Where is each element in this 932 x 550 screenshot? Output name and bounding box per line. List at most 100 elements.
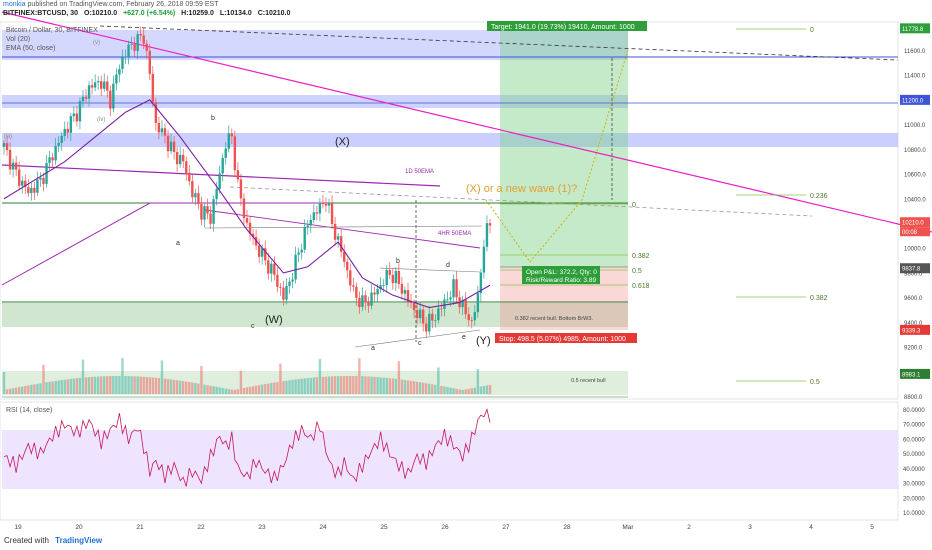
volume-bar <box>30 384 33 394</box>
volume-bar <box>276 382 279 394</box>
pnl-badge: Open P&L: 372.2, Qty: 0 Risk/Reward Rati… <box>522 266 600 284</box>
volume-bar <box>324 376 328 394</box>
volume-bar <box>185 381 188 394</box>
candle-body <box>14 162 18 170</box>
ema-series <box>3 99 491 309</box>
candle-body <box>2 143 6 147</box>
candle-body <box>115 74 118 84</box>
volume-bar <box>242 387 246 394</box>
candle-body <box>194 193 197 198</box>
price-tags: 11778.8 11200.0 10210.0 9837.8 9339.3 8983.1 0… <box>900 23 930 379</box>
candle-body <box>30 187 33 194</box>
candle-body <box>242 198 246 219</box>
half-bull-note: 0.5 recent bull <box>571 378 606 384</box>
candle-body <box>218 173 221 189</box>
candle-body <box>431 313 434 321</box>
publisher-name[interactable]: monkia <box>3 1 26 8</box>
candle-body <box>27 187 30 194</box>
volume-bar <box>17 387 21 394</box>
volume-bar <box>130 376 133 394</box>
wave-iii: (iii) <box>4 134 12 140</box>
volume-bar <box>148 377 151 394</box>
pnl-line2: Risk/Reward Ratio: 3.89 <box>526 277 596 284</box>
blue-zone-x <box>2 133 898 147</box>
volume-bar <box>409 380 413 394</box>
candle-body <box>84 96 88 99</box>
projection-path <box>485 49 629 263</box>
volume-bar <box>339 376 343 394</box>
rsi-line <box>3 408 491 487</box>
candle-body <box>470 320 473 321</box>
volume-bar <box>2 372 6 394</box>
wave-c2: c <box>418 340 422 347</box>
candle-body <box>124 56 127 58</box>
volume-bar <box>239 370 243 394</box>
price-tick-label: 10000.0 <box>904 247 926 253</box>
publish-line: monkia published on TradingView.com, Feb… <box>3 1 218 8</box>
candle-body <box>291 279 294 282</box>
price-tick-label: 11400.0 <box>904 74 926 80</box>
volume-bar <box>254 385 258 394</box>
volume-bar <box>352 376 355 394</box>
candle-body <box>130 43 133 45</box>
candle-body <box>11 162 15 170</box>
symbol-label[interactable]: BITFINEX:BTCUSD, 30 <box>3 10 79 17</box>
candle-body <box>339 236 343 252</box>
volume-bar <box>267 383 270 394</box>
volume-bar <box>349 376 352 394</box>
wave-d2: d <box>446 262 450 269</box>
candle-body <box>388 270 391 275</box>
volume-bar <box>443 386 446 394</box>
volume-bar <box>57 380 60 394</box>
candle-body <box>260 248 264 257</box>
rsi-tick-label: 50.0000 <box>903 452 925 458</box>
volume-bar <box>382 377 385 394</box>
wave-iv: (iv) <box>97 117 105 123</box>
stop-label: Stop: 498.5 (5.07%) 4985, Amount: 1000 <box>499 336 626 343</box>
open-value: O:10210.0 <box>84 10 118 17</box>
fib-0382-right: 0.382 <box>632 253 650 260</box>
volume-bar <box>151 377 155 394</box>
volume-bar <box>8 388 12 394</box>
volume-bar <box>84 377 88 394</box>
volume-bar <box>145 377 148 394</box>
volume-bar <box>90 376 94 394</box>
candle-body <box>488 223 492 226</box>
time-tick-label: 27 <box>502 524 510 531</box>
time-tick-label: 5 <box>870 524 874 531</box>
candle-body <box>412 303 416 311</box>
candle-body <box>200 203 203 220</box>
candle-body <box>57 142 60 146</box>
fib-levels <box>2 28 806 398</box>
tradingview-brand[interactable]: TradingView <box>55 536 103 545</box>
price-tag-bg <box>900 324 930 335</box>
price-tag-blue_zone: 11200.0 <box>902 98 924 104</box>
candle-body <box>270 263 273 274</box>
candle-body <box>400 283 404 294</box>
candle-body <box>90 85 94 88</box>
volume-bar <box>440 385 443 394</box>
volume-bar <box>361 376 364 394</box>
candle-body <box>473 312 477 321</box>
fib-top-zero: 0 <box>810 27 814 34</box>
volume-bar <box>39 383 42 394</box>
candle-body <box>45 163 48 184</box>
candle-body <box>376 289 379 295</box>
volume-bar <box>203 384 206 394</box>
candle-body <box>239 179 243 199</box>
volume-bar <box>288 380 291 394</box>
close-value: C:10210.0 <box>257 10 291 17</box>
price-tick-label: 11600.0 <box>904 49 926 55</box>
candle-body <box>285 285 288 300</box>
candle-body <box>209 213 212 224</box>
price-panel[interactable] <box>0 21 899 400</box>
candle-body <box>336 236 340 240</box>
candle-body <box>233 136 237 171</box>
candle-body <box>221 157 224 174</box>
candle-body <box>203 206 206 220</box>
volume-bar <box>48 381 51 394</box>
volume-bar <box>379 377 382 394</box>
candle-body <box>464 299 467 315</box>
footer: Created with TradingView <box>4 536 102 545</box>
